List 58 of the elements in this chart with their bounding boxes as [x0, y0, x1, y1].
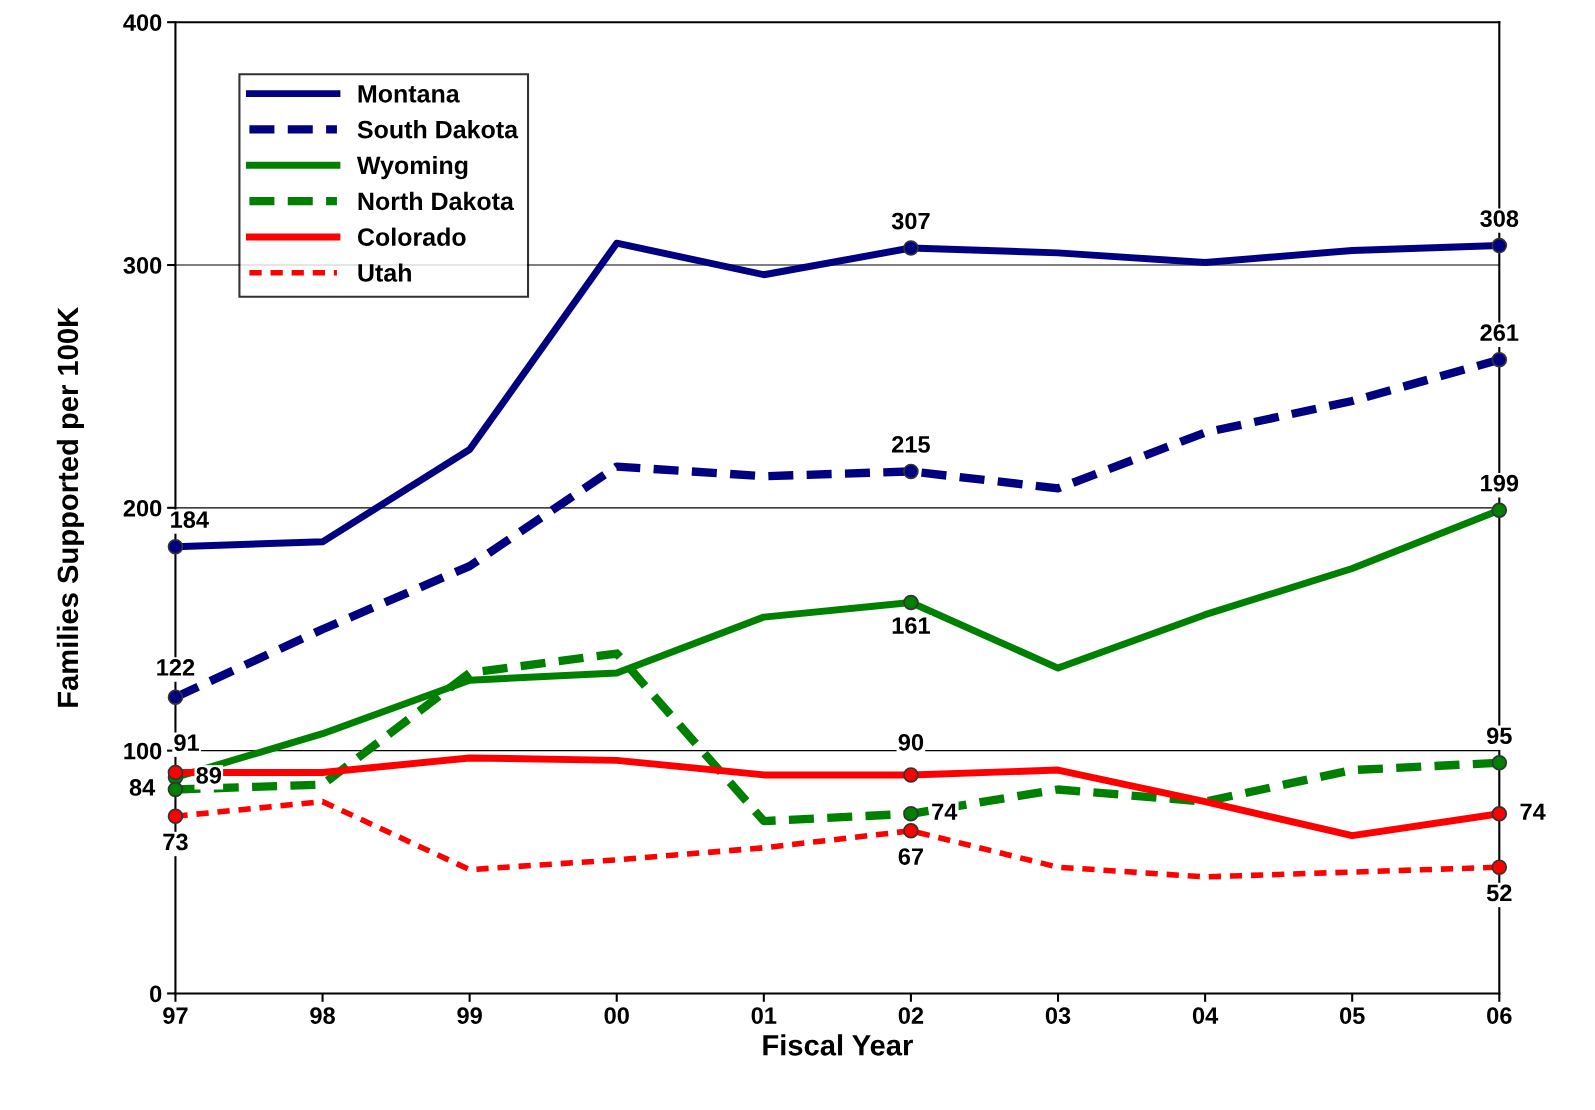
y-tick-label: 0: [150, 985, 162, 1003]
legend-label: Colorado: [357, 227, 466, 246]
data-label: 215: [892, 436, 930, 453]
data-label: 307: [891, 212, 930, 230]
x-tick-label: 97: [163, 1007, 188, 1024]
data-label: 91: [174, 734, 200, 752]
y-axis-title: Families Supported per 100K: [56, 307, 84, 707]
point: [903, 805, 919, 822]
data-label: 89: [196, 766, 222, 784]
data-label: 308: [1480, 210, 1519, 227]
legend-label: Utah: [358, 263, 411, 282]
point: [167, 689, 184, 705]
data-label: 161: [892, 617, 930, 634]
point: [167, 538, 184, 555]
point: [1491, 805, 1508, 822]
data-label: 52: [1486, 884, 1512, 902]
data-label: 73: [163, 833, 188, 851]
data-label: 74: [1520, 803, 1546, 820]
x-tick-label: 01: [751, 1007, 777, 1024]
point: [1491, 502, 1508, 519]
x-tick-label: 05: [1340, 1007, 1365, 1024]
point: [1491, 754, 1508, 771]
x-tick-label: 03: [1045, 1007, 1071, 1025]
point: [167, 764, 184, 781]
data-label: 122: [157, 659, 195, 676]
point: [903, 240, 919, 256]
x-axis-title: Fiscal Year: [763, 1034, 913, 1056]
data-label: 90: [898, 733, 924, 751]
point: [903, 822, 919, 839]
point: [167, 808, 184, 824]
data-label: 184: [171, 511, 209, 529]
data-label: 261: [1480, 324, 1519, 342]
data-label: 84: [129, 779, 156, 796]
y-tick-label: 200: [123, 499, 162, 517]
x-tick-label: 98: [310, 1007, 335, 1024]
data-label: 67: [898, 848, 924, 865]
point: [903, 767, 919, 783]
data-label: 74: [932, 803, 958, 820]
x-tick-label: 02: [898, 1007, 924, 1024]
point: [1491, 859, 1508, 875]
x-tick-label: 04: [1192, 1007, 1219, 1024]
x-tick-label: 06: [1487, 1007, 1512, 1024]
point: [903, 594, 919, 611]
y-tick-label: 400: [123, 14, 162, 31]
point: [903, 463, 919, 480]
y-tick-label: 300: [123, 257, 162, 274]
legend-label: Wyoming: [356, 155, 468, 180]
legend-label: North Dakota: [358, 191, 515, 211]
legend-label: Montana: [358, 85, 460, 103]
point: [1491, 351, 1508, 368]
point: [1491, 237, 1508, 254]
y-tick-label: 100: [124, 742, 162, 760]
point: [167, 781, 184, 798]
data-label: 199: [1481, 474, 1519, 492]
x-tick-label: 00: [604, 1007, 629, 1024]
data-label: 95: [1486, 727, 1512, 745]
x-tick-label: 99: [457, 1007, 482, 1024]
legend-label: South Dakota: [357, 120, 519, 139]
